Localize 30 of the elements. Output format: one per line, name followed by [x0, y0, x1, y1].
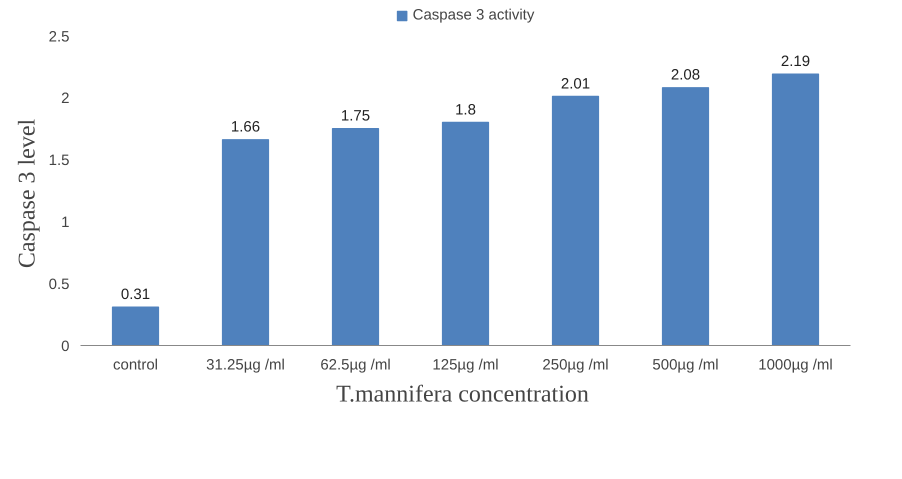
y-tick-label: 1.5: [48, 152, 70, 169]
x-tick-label: 250µg /ml: [542, 356, 609, 374]
bar: [662, 87, 710, 346]
y-axis-title: Caspase 3 level: [14, 118, 41, 268]
x-tick-label: 500µg /ml: [652, 356, 719, 374]
x-tick-label: control: [112, 356, 158, 374]
x-tick-label: 125µg /ml: [432, 356, 499, 374]
bar: [552, 96, 600, 346]
legend-label: Caspase 3 activity: [412, 6, 534, 24]
x-tick-label: 31.25µg /ml: [206, 356, 285, 374]
x-tick-label: 62.5µg /ml: [320, 356, 391, 374]
data-label: 1.66: [230, 118, 260, 136]
y-tick-label: 2.5: [48, 28, 70, 46]
y-tick-label: 2: [61, 90, 70, 107]
data-label: 2.01: [560, 75, 590, 92]
x-tick-label: 1000µg /ml: [758, 356, 833, 374]
data-label: 2.19: [780, 52, 810, 70]
data-label: 1.75: [340, 108, 370, 124]
data-label: 1.8: [455, 101, 476, 118]
bar: [222, 139, 270, 346]
data-label: 2.08: [670, 66, 700, 84]
bar: [112, 306, 160, 346]
y-tick-label: 1: [61, 214, 70, 231]
y-tick-label: 0.5: [48, 276, 70, 293]
bar: [772, 73, 820, 346]
y-tick-label: 0: [61, 338, 70, 355]
bar: [332, 128, 380, 346]
data-label: 0.31: [120, 286, 150, 304]
x-axis-title: T.mannifera concentration: [336, 382, 589, 408]
bar: [442, 122, 490, 346]
